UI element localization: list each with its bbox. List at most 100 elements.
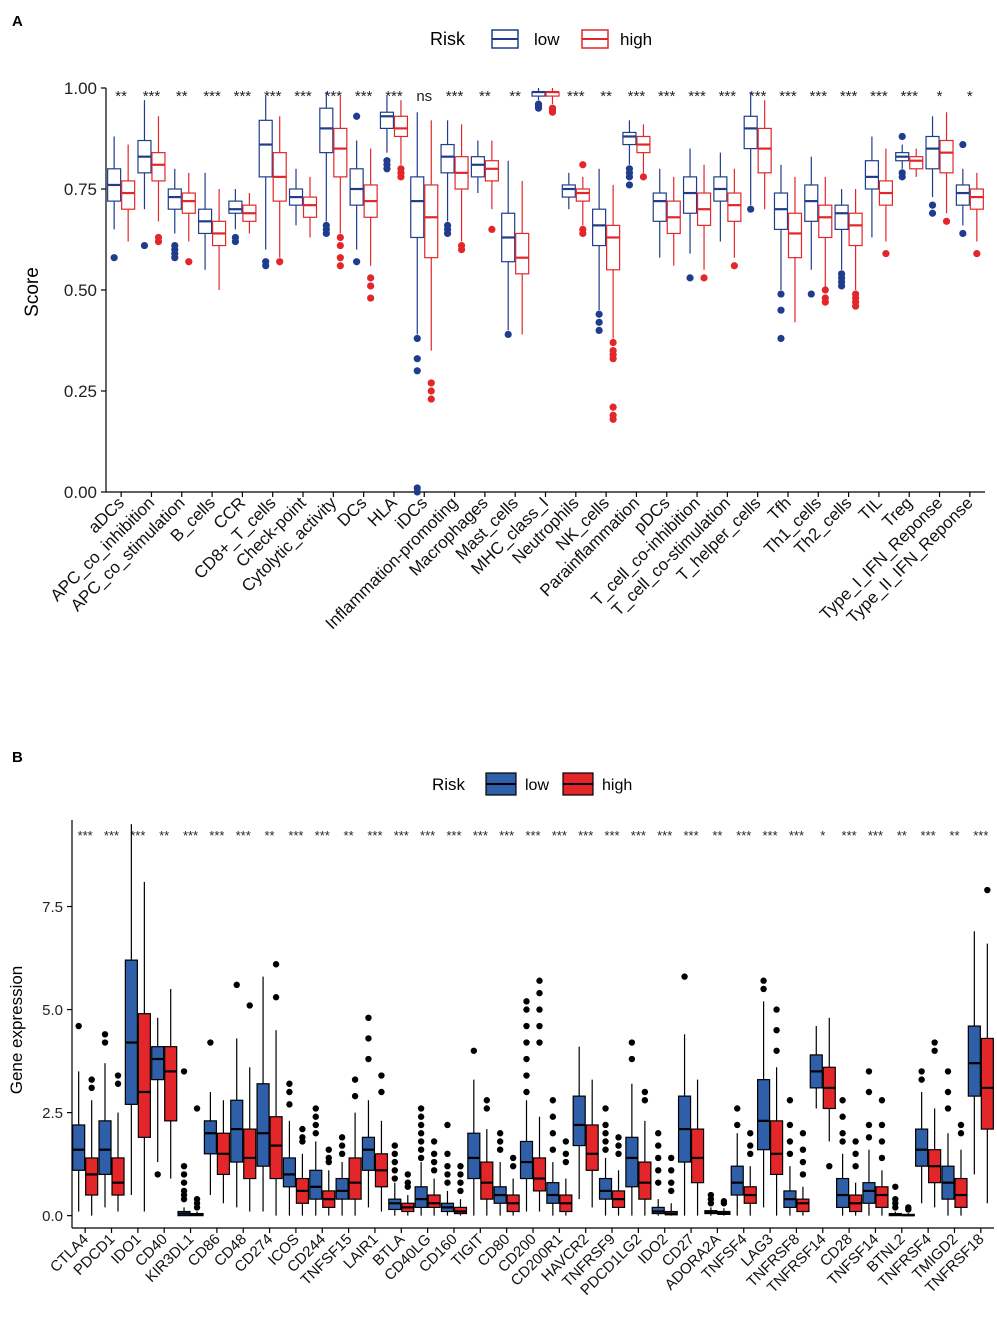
outlier-point (799, 1130, 807, 1137)
panel-b-box-low (967, 931, 981, 1175)
outlier-point (404, 1171, 411, 1178)
panel-b-box-low (730, 1105, 744, 1216)
panel-b-significance-label: *** (499, 828, 514, 843)
outlier-point (417, 1121, 425, 1129)
panel-b-significance-label: *** (868, 828, 883, 843)
iqr-box (151, 152, 166, 182)
panel-b-significance-label: ** (159, 828, 169, 843)
panel-a-box-high (757, 100, 772, 210)
panel-b-legend-low-label: low (525, 777, 549, 794)
outlier-point (562, 1138, 570, 1145)
outlier-point (483, 1097, 491, 1104)
panel-b-box-high (928, 1039, 942, 1208)
outlier-point (391, 1167, 398, 1174)
outlier-point (367, 282, 375, 290)
panel-a-significance-label: * (937, 88, 943, 105)
outlier-point (483, 1105, 491, 1112)
panel-b-box-high (769, 1006, 784, 1216)
panel-b-box-low (783, 1097, 797, 1216)
outlier-point (367, 274, 375, 282)
panel-a-box-low (137, 100, 152, 250)
outlier-point (548, 108, 557, 116)
iqr-box (349, 168, 364, 206)
outlier-point (549, 1097, 557, 1104)
iqr-box (848, 212, 863, 247)
outlier-point (338, 1142, 346, 1149)
panel-a-significance-label: *** (203, 88, 221, 105)
outlier-point (773, 1047, 780, 1054)
panel-b-box-high (401, 1171, 415, 1216)
outlier-point (444, 1150, 451, 1158)
panel-b-legend-title: Risk (432, 775, 466, 794)
panel-a-box-low (258, 96, 273, 270)
iqr-box (515, 232, 530, 275)
outlier-point (286, 1080, 293, 1087)
outlier-point (918, 1068, 925, 1075)
panel-b-box-low (546, 1097, 560, 1216)
panel-a-label: A (12, 13, 23, 30)
panel-b-significance-label: *** (657, 828, 672, 843)
panel-b-box-low (888, 1183, 902, 1217)
outlier-point (88, 1084, 95, 1092)
iqr-box (111, 1157, 125, 1196)
outlier-point (413, 488, 421, 496)
panel-a-significance-label: ** (479, 88, 491, 105)
outlier-point (957, 1130, 965, 1137)
outlier-point (602, 1130, 609, 1137)
outlier-point (734, 1121, 741, 1129)
outlier-point (700, 274, 708, 282)
panel-b-box-low (72, 1022, 86, 1212)
outlier-point (457, 246, 466, 254)
outlier-point (839, 1113, 846, 1120)
outlier-point (154, 237, 163, 246)
outlier-point (641, 1097, 649, 1104)
panel-b-significance-label: *** (209, 828, 224, 843)
outlier-point (262, 262, 270, 270)
panel-a-significance-label: *** (264, 88, 282, 105)
panel-b-box-low (256, 976, 270, 1212)
iqr-box (424, 184, 439, 259)
outlier-point (839, 1097, 846, 1104)
outlier-point (826, 1162, 833, 1170)
outlier-point (898, 132, 906, 141)
outlier-point (312, 1121, 319, 1129)
outlier-point (417, 1130, 425, 1137)
outlier-point (730, 262, 738, 270)
panel-a-significance-label: *** (688, 88, 706, 105)
outlier-point (417, 1113, 425, 1120)
panel-b-box-high (243, 1002, 257, 1212)
panel-a-legend-high-label: high (620, 30, 652, 49)
iqr-box (335, 1177, 349, 1200)
panel-b-y-tick-label: 2.5 (42, 1105, 63, 1122)
panel-a-legend: Risk low high (430, 29, 652, 49)
outlier-point (602, 1138, 609, 1145)
iqr-box (181, 192, 196, 214)
outlier-point (444, 1162, 451, 1170)
outlier-point (457, 1187, 464, 1195)
panel-b-significance-label: *** (473, 828, 488, 843)
outlier-point (430, 1150, 438, 1158)
outlier-point (536, 1039, 543, 1046)
outlier-point (523, 1072, 530, 1079)
iqr-box (787, 212, 803, 259)
iqr-box (414, 1186, 428, 1208)
outlier-point (579, 161, 587, 169)
panel-b-box-low (625, 1039, 639, 1216)
iqr-box (836, 1177, 850, 1208)
outlier-point (760, 977, 767, 984)
outlier-point (496, 1130, 504, 1137)
outlier-point (180, 1162, 188, 1170)
outlier-point (734, 1105, 741, 1112)
panel-a-box-low (197, 172, 213, 270)
outlier-point (413, 355, 421, 363)
panel-a-box-high (696, 164, 712, 282)
panel-b-box-high (585, 1079, 599, 1208)
outlier-point (444, 1171, 451, 1178)
outlier-point (430, 1167, 438, 1174)
iqr-box (282, 1157, 297, 1188)
outlier-point (383, 165, 391, 173)
panel-a-box-low (743, 92, 758, 213)
outlier-point (180, 1068, 188, 1075)
outlier-point (336, 254, 344, 262)
panel-b-box-high (374, 1072, 389, 1212)
